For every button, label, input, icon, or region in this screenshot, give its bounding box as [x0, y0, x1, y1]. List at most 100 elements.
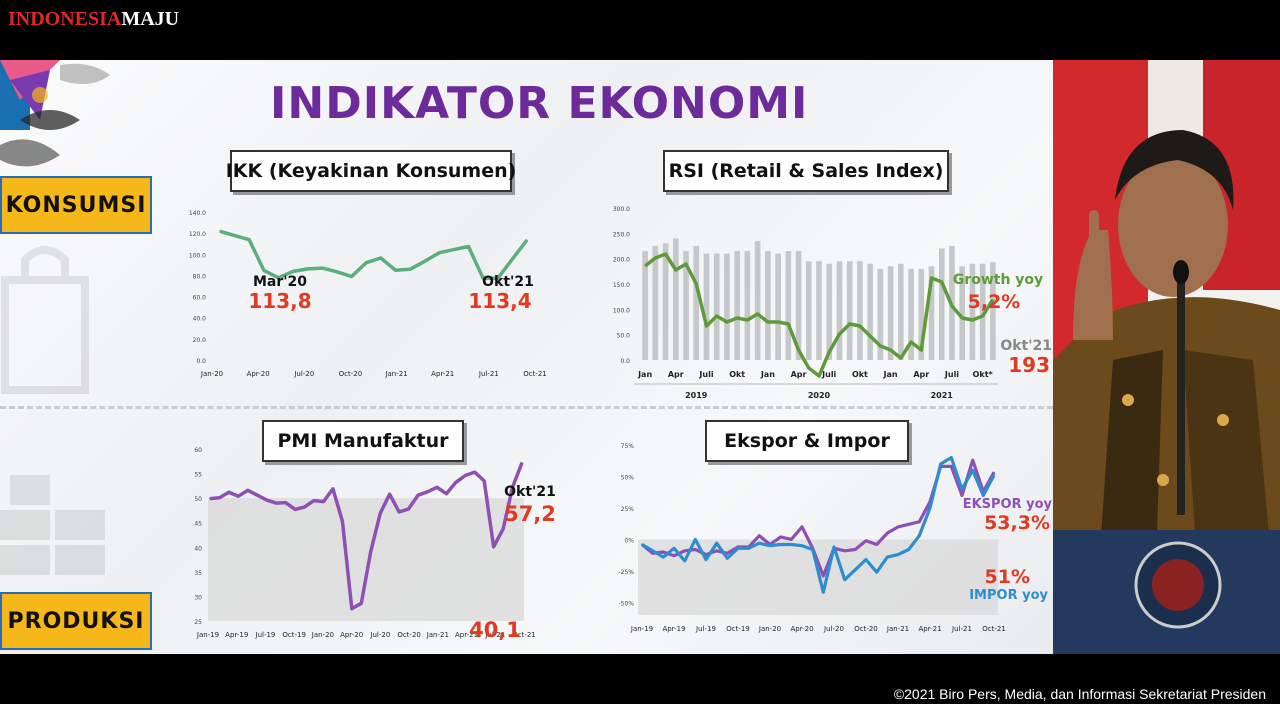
- x-tick-label: Jan: [883, 370, 898, 379]
- x-tick-label: Jul-20: [823, 625, 844, 633]
- pmi-chart-title: PMI Manufaktur: [262, 420, 464, 462]
- y-tick-label: -25%: [618, 569, 634, 576]
- export-data-point: [801, 526, 803, 528]
- ikk-data-point: [467, 245, 470, 248]
- y-tick-label: 250.0: [613, 231, 630, 238]
- export-data-point: [790, 538, 793, 541]
- rsi-bar: [713, 253, 720, 360]
- rsi-bar: [990, 262, 996, 360]
- annotation-label: Okt'21: [504, 484, 556, 500]
- rsi-bar: [826, 263, 833, 360]
- x-tick-label: Jul-21: [951, 625, 972, 633]
- pmi-data-point: [313, 499, 315, 502]
- annotation-label: Okt'21: [482, 274, 534, 290]
- pmi-data-point: [473, 471, 476, 473]
- gold-bars-icon: [0, 475, 105, 575]
- import-data-point: [673, 547, 675, 550]
- x-tick-label: Apr-20: [247, 370, 270, 378]
- y-tick-label: 50%: [621, 474, 635, 481]
- rsi-bar: [734, 251, 740, 360]
- rsi-bar: [754, 240, 761, 360]
- rsi-bar: [969, 263, 976, 360]
- export-data-point: [875, 543, 878, 546]
- export-data-point: [822, 575, 825, 577]
- ikk-data-point: [321, 267, 324, 269]
- export-data-point: [758, 534, 761, 537]
- import-series-line: [641, 456, 996, 594]
- shopping-bag-icon: [1, 246, 89, 394]
- import-data-point: [726, 557, 729, 560]
- import-data-point: [811, 548, 814, 551]
- rsi-bar: [765, 251, 771, 360]
- ikk-series-line: [219, 229, 529, 281]
- rsi-bar: [898, 263, 904, 360]
- pmi-data-point: [332, 488, 334, 490]
- rsi-bar: [846, 261, 853, 360]
- y-tick-label: 25: [194, 619, 202, 626]
- rsi-bar: [795, 251, 802, 360]
- import-data-point: [886, 556, 889, 558]
- ikk-data-point: [292, 270, 294, 273]
- y-tick-label: 100.0: [613, 307, 630, 314]
- annotation-value: 57,2: [504, 502, 556, 526]
- presentation-slide: INDIKATOR EKONOMI KONSUMSI PRODUKSI IKK …: [0, 60, 1053, 654]
- annotation-label: Growth yoy: [953, 272, 1043, 288]
- export-data-point: [694, 548, 697, 551]
- y-tick-label: 60.0: [193, 295, 207, 302]
- y-tick-label: 0.0: [620, 358, 630, 365]
- y-tick-label: 200.0: [613, 257, 630, 264]
- import-data-point: [705, 558, 707, 561]
- export-data-point: [651, 552, 654, 555]
- pmi-data-point: [464, 474, 467, 477]
- import-data-point: [833, 546, 835, 548]
- x-tick-label: Jan-20: [758, 625, 781, 633]
- rsi-bar: [775, 253, 781, 360]
- pmi-data-point: [388, 493, 391, 496]
- pmi-data-point: [351, 607, 353, 610]
- y-tick-label: 50: [194, 496, 202, 503]
- import-data-point: [971, 469, 974, 471]
- pmi-data-point: [275, 502, 277, 504]
- ikk-data-point: [394, 269, 397, 272]
- pmi-data-point: [228, 491, 230, 494]
- ikk-data-point: [233, 234, 236, 237]
- y-tick-label: 140.0: [189, 210, 206, 217]
- rsi-bar: [979, 263, 986, 360]
- rsi-bar: [805, 261, 812, 360]
- import-data-point: [737, 547, 739, 550]
- pmi-data-point: [407, 508, 410, 510]
- x-tick-label: Jul-20: [369, 631, 390, 639]
- pmi-data-point: [379, 512, 381, 515]
- copyright-text: ©2021 Biro Pers, Media, dan Informasi Se…: [893, 686, 1266, 702]
- x-tick-label: Jan-21: [886, 625, 909, 633]
- ikk-data-point: [438, 251, 441, 254]
- ikk-data-point: [496, 277, 499, 280]
- pmi-data-point: [294, 508, 296, 511]
- export-data-point: [705, 553, 707, 556]
- rsi-growth-line: [644, 252, 995, 378]
- pmi-data-point: [369, 550, 372, 553]
- x-tick-label: Jan-19: [196, 631, 219, 639]
- x-tick-label: Jul-21: [484, 631, 505, 639]
- rsi-bar: [836, 261, 843, 360]
- ikk-data-point: [248, 238, 251, 241]
- import-data-point: [641, 543, 643, 546]
- rsi-bar: [785, 251, 792, 360]
- ikk-data-point: [380, 257, 382, 259]
- rsi-bar: [672, 238, 679, 360]
- export-data-point: [961, 494, 963, 497]
- export-data-point: [950, 465, 953, 468]
- import-data-point: [854, 568, 857, 571]
- import-data-point: [875, 571, 878, 573]
- export-data-point: [897, 526, 899, 528]
- export-data-point: [673, 555, 675, 557]
- pmi-data-point: [237, 495, 240, 497]
- rsi-bar: [816, 261, 822, 360]
- x-tick-label: Oct-19: [726, 625, 750, 633]
- import-data-point: [683, 560, 686, 562]
- contraction-zone: [208, 498, 524, 621]
- pmi-data-point: [209, 497, 211, 500]
- ikk-data-point: [409, 268, 411, 271]
- ikk-chart-title: IKK (Keyakinan Konsumen): [226, 150, 516, 192]
- section-label-konsumsi: KONSUMSI: [0, 176, 152, 234]
